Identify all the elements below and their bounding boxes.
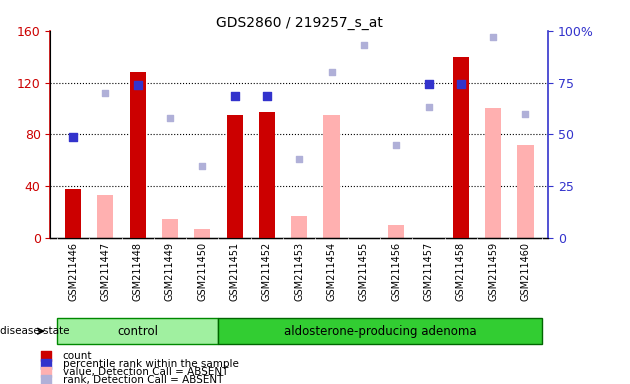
Point [391, 142, 401, 148]
Point [488, 34, 498, 40]
Text: GSM211454: GSM211454 [326, 242, 336, 301]
Point [520, 111, 530, 117]
Text: GSM211458: GSM211458 [456, 242, 466, 301]
Bar [97, 195, 113, 238]
Bar [162, 218, 178, 238]
FancyBboxPatch shape [57, 318, 219, 344]
Title: GDS2860 / 219257_s_at: GDS2860 / 219257_s_at [216, 16, 382, 30]
Text: count: count [63, 351, 92, 361]
Text: GSM211446: GSM211446 [68, 242, 78, 301]
Bar [388, 225, 404, 238]
Point [40, 353, 50, 359]
Text: GSM211447: GSM211447 [100, 242, 110, 301]
Text: value, Detection Call = ABSENT: value, Detection Call = ABSENT [63, 367, 228, 377]
Text: GSM211448: GSM211448 [133, 242, 142, 301]
Bar [323, 115, 340, 238]
Point [455, 81, 466, 87]
Point [262, 93, 272, 99]
Bar [194, 229, 210, 238]
Text: GSM211460: GSM211460 [520, 242, 530, 301]
Point [197, 162, 207, 169]
Bar [259, 113, 275, 238]
Text: percentile rank within the sample: percentile rank within the sample [63, 359, 239, 369]
Text: GSM211456: GSM211456 [391, 242, 401, 301]
Text: GSM211452: GSM211452 [262, 242, 272, 301]
Point [326, 69, 336, 75]
Bar [291, 216, 307, 238]
Text: GSM211453: GSM211453 [294, 242, 304, 301]
Point [229, 93, 239, 99]
Point [40, 361, 50, 367]
Point [423, 104, 433, 111]
FancyBboxPatch shape [219, 318, 542, 344]
Point [40, 369, 50, 375]
Bar [130, 72, 146, 238]
Bar [517, 145, 534, 238]
Text: aldosterone-producing adenoma: aldosterone-producing adenoma [284, 325, 476, 338]
Bar [65, 189, 81, 238]
Text: disease state: disease state [0, 326, 69, 336]
Text: GSM211455: GSM211455 [359, 242, 369, 301]
Point [423, 81, 433, 87]
Point [133, 82, 143, 88]
Text: GSM211450: GSM211450 [197, 242, 207, 301]
Point [68, 134, 78, 140]
Point [294, 156, 304, 162]
Point [359, 42, 369, 48]
Text: GSM211459: GSM211459 [488, 242, 498, 301]
Bar [453, 56, 469, 238]
Point [100, 90, 110, 96]
Bar [227, 115, 243, 238]
Point [40, 377, 50, 383]
Text: GSM211451: GSM211451 [229, 242, 239, 301]
Text: control: control [117, 325, 158, 338]
Text: rank, Detection Call = ABSENT: rank, Detection Call = ABSENT [63, 375, 223, 384]
Point [165, 115, 175, 121]
Text: GSM211457: GSM211457 [423, 242, 433, 301]
Text: GSM211449: GSM211449 [165, 242, 175, 301]
Bar [485, 108, 501, 238]
